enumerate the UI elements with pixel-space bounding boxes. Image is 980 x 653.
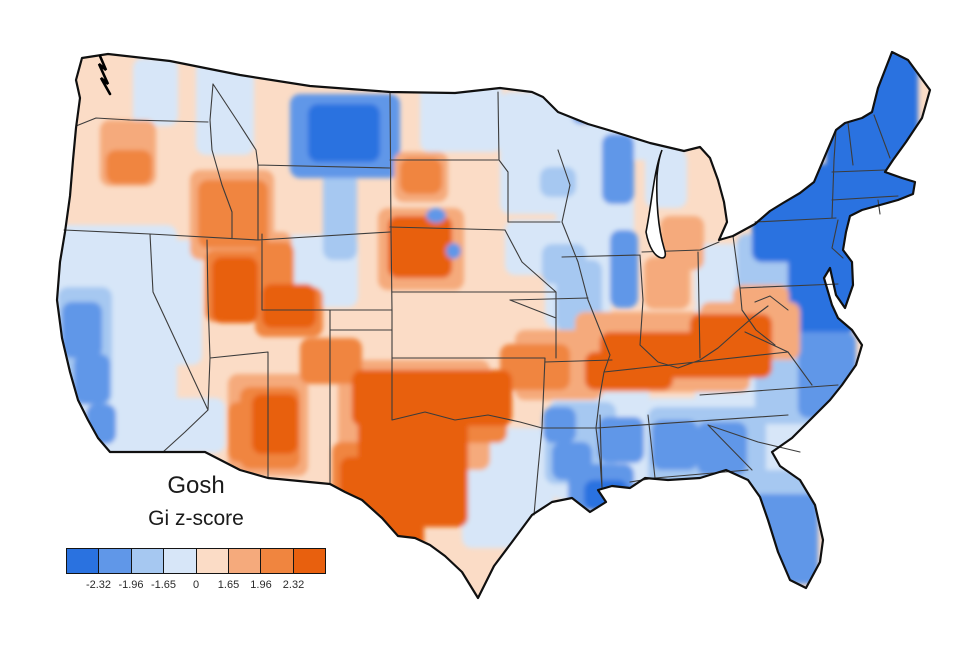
legend-tick-label: 1.96 <box>250 579 272 591</box>
map-title: Gosh <box>167 472 225 499</box>
region-minneapolis <box>540 167 576 197</box>
legend-ticks: -2.32 -1.96 -1.65 0 1.65 1.96 2.32 <box>66 579 326 594</box>
region-nebraska-core <box>388 216 452 278</box>
lake-michigan <box>645 149 667 259</box>
region-se-montana-ne-wyoming <box>323 154 357 260</box>
region-utah-core <box>212 257 258 323</box>
region-little-rock <box>543 407 576 443</box>
legend-tick-label: -2.32 <box>85 579 112 591</box>
region-california-central-valley <box>62 302 102 358</box>
region-kentucky-tennessee-core <box>690 314 772 354</box>
region-arizona-west <box>163 398 225 453</box>
region-montana-core <box>308 104 380 162</box>
region-california-central-valley <box>74 354 110 404</box>
region-duluth <box>572 108 598 124</box>
legend-bar <box>66 548 326 574</box>
region-eastern-washington <box>133 58 178 126</box>
region-ms-al-border <box>598 417 644 463</box>
region-sw-colorado <box>262 284 316 328</box>
puget-sound-inlet <box>97 54 112 96</box>
region-california-nevada-west <box>150 240 202 365</box>
legend-swatch <box>98 548 132 574</box>
region-green-bay <box>602 134 634 204</box>
region-northern-new-mexico <box>252 394 298 454</box>
region-dakotas-north <box>420 64 502 152</box>
legend: -2.32 -1.96 -1.65 0 1.65 1.96 2.32 <box>66 548 326 594</box>
legend-swatch <box>130 548 165 574</box>
region-lower-michigan <box>660 216 704 270</box>
us-outline <box>55 50 932 600</box>
region-northeast-corridor <box>826 52 918 243</box>
region-kentucky-tennessee-core <box>585 352 673 390</box>
legend-swatch <box>227 548 262 574</box>
region-birmingham <box>652 420 698 470</box>
legend-swatch <box>66 548 100 574</box>
region-milwaukee-chicago <box>610 230 638 308</box>
region-atlanta <box>697 422 747 475</box>
region-ozark-oklahoma-arm <box>500 344 570 390</box>
legend-swatch <box>195 548 229 574</box>
region-indiana-ohio <box>644 257 690 309</box>
legend-swatch <box>260 548 294 574</box>
region-snake-river-core <box>198 180 268 248</box>
legend-title: Gi z-score <box>148 507 244 530</box>
legend-tick-label: -1.65 <box>150 579 177 591</box>
region-nebraska-notch <box>446 243 461 259</box>
legend-tick-label: 1.65 <box>217 579 240 591</box>
legend-tick-label: 2.32 <box>282 579 305 591</box>
region-oregon-core <box>106 150 152 184</box>
legend-tick-label: 0 <box>192 579 200 591</box>
region-south-dakota-core <box>400 158 442 194</box>
region-new-orleans-core <box>584 480 628 510</box>
legend-tick-label: -1.96 <box>118 579 144 591</box>
legend-swatch <box>292 548 326 574</box>
region-north-idaho <box>196 60 254 155</box>
region-nebraska-notch <box>426 208 446 223</box>
region-four-corners <box>300 338 362 384</box>
legend-swatch <box>163 548 197 574</box>
region-big-bend-texas <box>340 457 394 515</box>
